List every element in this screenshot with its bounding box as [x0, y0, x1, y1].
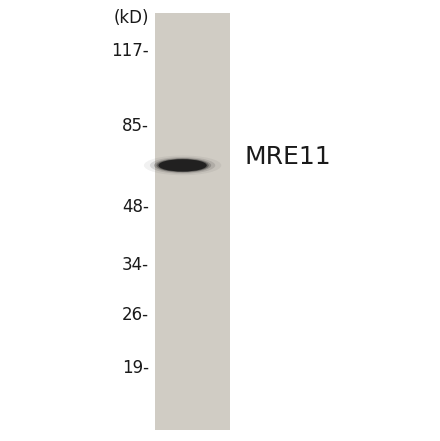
Text: 48-: 48-	[122, 198, 149, 216]
Ellipse shape	[158, 159, 207, 172]
Text: 34-: 34-	[122, 256, 149, 273]
Ellipse shape	[150, 157, 215, 174]
Text: 19-: 19-	[122, 359, 149, 377]
Text: 85-: 85-	[122, 117, 149, 135]
Text: 26-: 26-	[122, 306, 149, 324]
Text: (kD): (kD)	[113, 9, 149, 26]
Text: MRE11: MRE11	[244, 145, 331, 168]
Ellipse shape	[144, 156, 221, 175]
Ellipse shape	[154, 158, 211, 173]
Text: 117-: 117-	[111, 42, 149, 60]
Ellipse shape	[157, 159, 209, 172]
Bar	[155, 13, 230, 430]
